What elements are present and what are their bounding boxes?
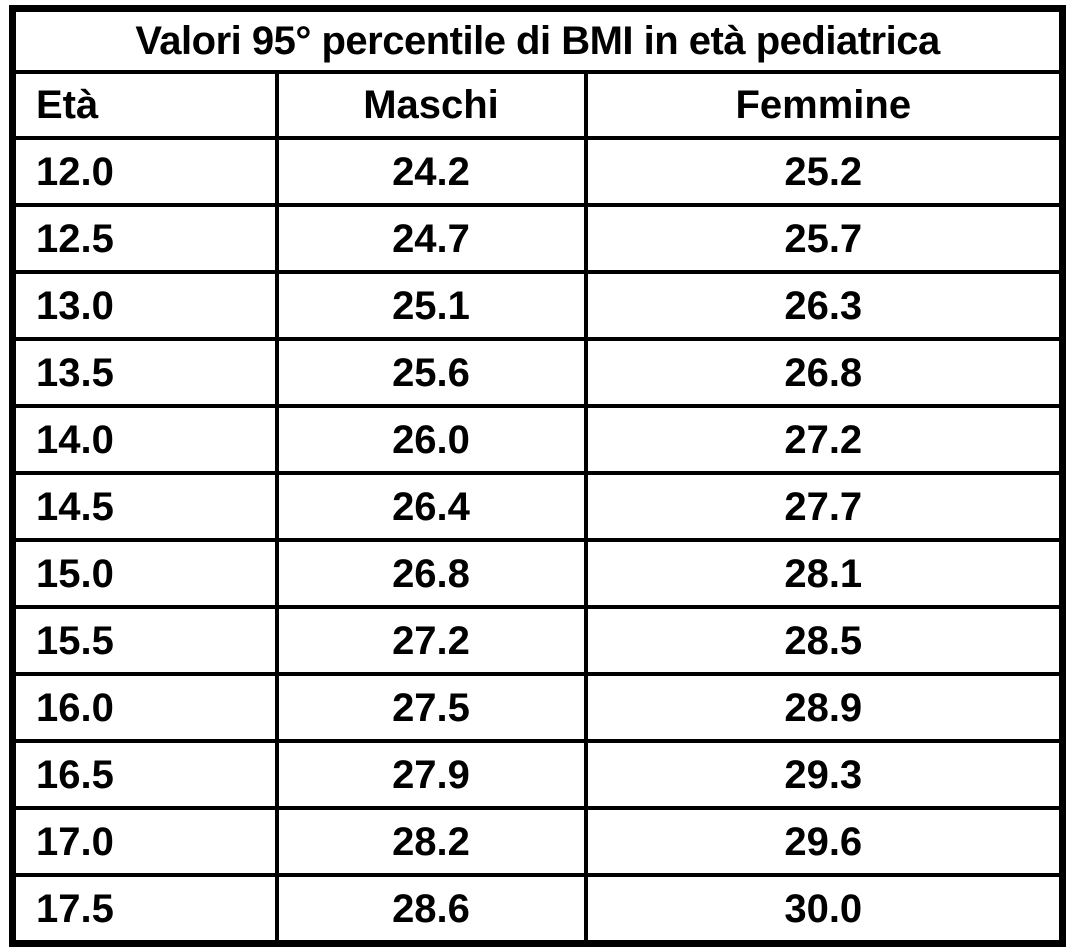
table-row: 16.5 27.9 29.3 bbox=[10, 739, 1065, 810]
table-row: 17.0 28.2 29.6 bbox=[10, 806, 1065, 877]
table-row: 13.0 25.1 26.3 bbox=[10, 270, 1065, 341]
femmine-value-cell: 29.6 bbox=[583, 806, 1065, 877]
table-title: Valori 95° percentile di BMI in età pedi… bbox=[10, 6, 1065, 74]
age-cell: 16.5 bbox=[10, 739, 279, 810]
maschi-value-cell: 28.6 bbox=[274, 873, 588, 946]
table-row: 13.5 25.6 26.8 bbox=[10, 337, 1065, 408]
maschi-value-cell: 28.2 bbox=[274, 806, 588, 877]
column-header-femmine: Femmine bbox=[583, 70, 1065, 140]
age-cell: 14.0 bbox=[10, 404, 279, 475]
age-cell: 12.0 bbox=[10, 136, 279, 207]
age-cell: 12.5 bbox=[10, 203, 279, 274]
table-title-row: Valori 95° percentile di BMI in età pedi… bbox=[10, 6, 1065, 74]
femmine-value-cell: 26.8 bbox=[583, 337, 1065, 408]
femmine-value-cell: 27.7 bbox=[583, 471, 1065, 542]
maschi-value-cell: 24.7 bbox=[274, 203, 588, 274]
column-header-eta: Età bbox=[10, 70, 279, 140]
maschi-value-cell: 26.4 bbox=[274, 471, 588, 542]
maschi-value-cell: 25.1 bbox=[274, 270, 588, 341]
femmine-value-cell: 27.2 bbox=[583, 404, 1065, 475]
table-header-row: Età Maschi Femmine bbox=[10, 70, 1065, 140]
table-row: 12.5 24.7 25.7 bbox=[10, 203, 1065, 274]
age-cell: 15.0 bbox=[10, 538, 279, 609]
age-cell: 15.5 bbox=[10, 605, 279, 676]
femmine-value-cell: 28.1 bbox=[583, 538, 1065, 609]
column-header-maschi: Maschi bbox=[274, 70, 588, 140]
age-cell: 16.0 bbox=[10, 672, 279, 743]
femmine-value-cell: 25.7 bbox=[583, 203, 1065, 274]
maschi-value-cell: 25.6 bbox=[274, 337, 588, 408]
maschi-value-cell: 27.2 bbox=[274, 605, 588, 676]
femmine-value-cell: 26.3 bbox=[583, 270, 1065, 341]
femmine-value-cell: 28.9 bbox=[583, 672, 1065, 743]
table-row: 15.5 27.2 28.5 bbox=[10, 605, 1065, 676]
table-row: 17.5 28.6 30.0 bbox=[10, 873, 1065, 946]
femmine-value-cell: 29.3 bbox=[583, 739, 1065, 810]
age-cell: 14.5 bbox=[10, 471, 279, 542]
age-cell: 17.5 bbox=[10, 873, 279, 946]
table-row: 14.5 26.4 27.7 bbox=[10, 471, 1065, 542]
table-row: 14.0 26.0 27.2 bbox=[10, 404, 1065, 475]
maschi-value-cell: 26.8 bbox=[274, 538, 588, 609]
femmine-value-cell: 28.5 bbox=[583, 605, 1065, 676]
age-cell: 13.5 bbox=[10, 337, 279, 408]
maschi-value-cell: 27.5 bbox=[274, 672, 588, 743]
maschi-value-cell: 24.2 bbox=[274, 136, 588, 207]
bmi-table-body: Valori 95° percentile di BMI in età pedi… bbox=[10, 6, 1065, 946]
femmine-value-cell: 25.2 bbox=[583, 136, 1065, 207]
table-row: 15.0 26.8 28.1 bbox=[10, 538, 1065, 609]
table-row: 16.0 27.5 28.9 bbox=[10, 672, 1065, 743]
age-cell: 13.0 bbox=[10, 270, 279, 341]
maschi-value-cell: 27.9 bbox=[274, 739, 588, 810]
table-row: 12.0 24.2 25.2 bbox=[10, 136, 1065, 207]
age-cell: 17.0 bbox=[10, 806, 279, 877]
maschi-value-cell: 26.0 bbox=[274, 404, 588, 475]
femmine-value-cell: 30.0 bbox=[583, 873, 1065, 946]
bmi-table: Valori 95° percentile di BMI in età pedi… bbox=[9, 5, 1067, 947]
